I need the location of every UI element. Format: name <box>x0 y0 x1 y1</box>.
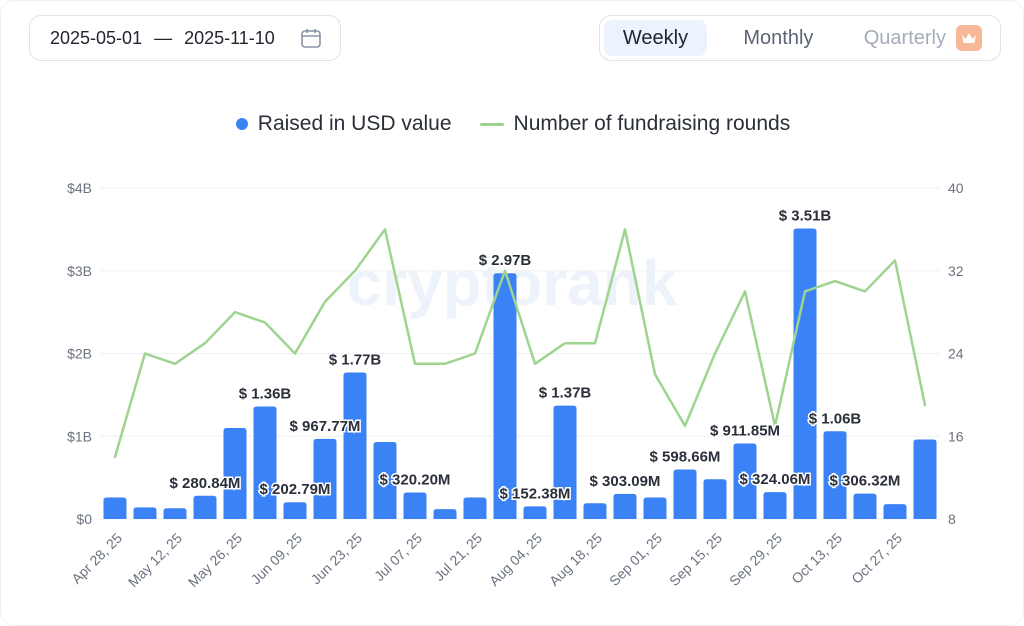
y-right-tick-label: 24 <box>948 346 964 362</box>
bar <box>463 497 487 519</box>
x-tick-label: Sep 29, 25 <box>726 530 785 589</box>
data-label: $ 324.06M <box>740 471 811 488</box>
data-label: $ 1.77B <box>329 352 382 369</box>
bar <box>913 439 937 519</box>
bar <box>343 372 367 519</box>
data-label: $ 280.84M <box>170 475 241 492</box>
y-right-tick-label: 40 <box>948 180 964 196</box>
tab-weekly[interactable]: Weekly <box>604 20 708 56</box>
bar <box>613 493 637 519</box>
bar <box>583 503 607 519</box>
y-right-tick-label: 16 <box>948 428 964 444</box>
data-label: $ 1.36B <box>239 385 292 402</box>
y-left-tick-label: $3B <box>67 263 92 279</box>
data-label: $ 598.66M <box>650 448 721 465</box>
x-tick-label: Oct 27, 25 <box>848 530 905 587</box>
legend-item-rounds[interactable]: Number of fundraising rounds <box>479 112 791 136</box>
date-end: 2025-11-10 <box>184 27 275 48</box>
data-label: $ 1.37B <box>539 385 592 402</box>
bar <box>853 493 877 519</box>
x-tick-label: Aug 18, 25 <box>546 530 605 589</box>
y-left-tick-label: $4B <box>67 180 92 196</box>
bar <box>433 509 457 519</box>
bar <box>223 427 247 519</box>
data-label: $ 202.79M <box>260 481 331 498</box>
data-label: $ 320.20M <box>380 472 451 489</box>
y-left-tick-label: $1B <box>67 428 92 444</box>
bar <box>793 228 817 520</box>
bar <box>283 502 307 519</box>
date-start: 2025-05-01 <box>50 27 143 48</box>
tab-monthly-label: Monthly <box>743 26 814 49</box>
period-tabs: Weekly Monthly Quarterly <box>599 15 1001 61</box>
x-tick-label: Apr 28, 25 <box>68 530 125 587</box>
y-left-tick-label: $0 <box>76 511 92 527</box>
bar <box>193 495 217 519</box>
x-tick-label: Sep 15, 25 <box>666 530 725 589</box>
data-label: $ 303.09M <box>590 473 661 490</box>
crown-icon <box>956 25 982 51</box>
tab-weekly-label: Weekly <box>622 26 689 49</box>
data-label: $ 1.06B <box>809 410 862 427</box>
bar <box>103 497 127 519</box>
x-tick-label: Jul 21, 25 <box>431 530 485 584</box>
data-label: $ 152.38M <box>500 485 571 502</box>
bar <box>163 508 187 519</box>
chart-legend: Raised in USD value Number of fundraisin… <box>1 109 1024 139</box>
x-tick-label: Sep 01, 25 <box>606 530 665 589</box>
bar <box>373 442 397 519</box>
bar <box>553 405 577 519</box>
y-left-tick-label: $2B <box>67 346 92 362</box>
y-right-tick-label: 8 <box>948 511 956 527</box>
legend-item-raised[interactable]: Raised in USD value <box>235 112 452 136</box>
calendar-icon[interactable] <box>300 27 322 49</box>
x-tick-label: May 26, 25 <box>185 530 245 590</box>
x-tick-label: Aug 04, 25 <box>486 530 545 589</box>
bar <box>703 479 727 519</box>
bar <box>673 469 697 519</box>
bar <box>733 443 757 519</box>
legend-label-rounds: Number of fundraising rounds <box>513 112 791 135</box>
date-separator: — <box>154 27 173 48</box>
bar <box>643 497 667 519</box>
bar <box>253 406 277 519</box>
date-range-picker[interactable]: 2025-05-01 — 2025-11-10 <box>29 15 341 61</box>
bar <box>523 506 547 519</box>
bar <box>133 507 157 519</box>
data-label: $ 3.51B <box>779 208 832 225</box>
rounds-line <box>113 228 927 459</box>
data-label: $ 911.85M <box>710 423 780 440</box>
tab-quarterly-label: Quarterly <box>863 26 946 49</box>
bar <box>493 273 517 519</box>
bar <box>823 431 847 519</box>
data-label: $ 967.77M <box>290 418 361 435</box>
bar <box>763 492 787 519</box>
bar <box>883 504 907 519</box>
x-tick-label: Jul 07, 25 <box>371 530 425 584</box>
legend-bar-marker <box>235 118 248 130</box>
y-right-tick-label: 32 <box>948 263 964 279</box>
legend-line-marker <box>479 122 504 126</box>
x-tick-label: Oct 13, 25 <box>788 530 845 587</box>
bar <box>403 492 427 519</box>
tab-quarterly[interactable]: Quarterly <box>850 20 996 56</box>
tab-monthly[interactable]: Monthly <box>715 20 842 56</box>
x-tick-label: Jun 09, 25 <box>248 530 306 588</box>
data-label: $ 2.97B <box>479 252 532 269</box>
bar <box>313 438 337 519</box>
x-tick-label: Jun 23, 25 <box>308 530 366 588</box>
x-tick-label: May 12, 25 <box>125 530 185 590</box>
data-label: $ 306.32M <box>830 473 901 490</box>
legend-label-raised: Raised in USD value <box>257 112 452 135</box>
